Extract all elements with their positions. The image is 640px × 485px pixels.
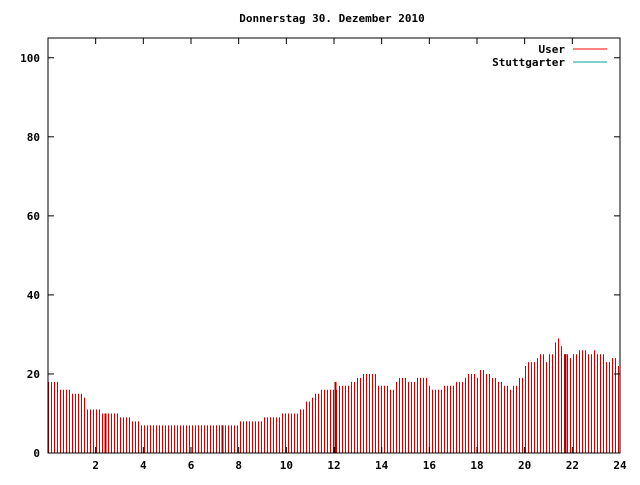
x-tick-label-1: 4 [140,459,147,472]
y-tick-label-1: 20 [27,368,40,381]
x-tick-label-8: 18 [470,459,483,472]
x-tick-label-10: 22 [566,459,579,472]
x-tick-label-5: 12 [327,459,340,472]
legend-label-1: Stuttgarter [492,56,565,69]
chart-title: Donnerstag 30. Dezember 2010 [239,12,424,25]
legend-label-0: User [539,43,566,56]
x-tick-label-2: 6 [188,459,195,472]
bars-layer [48,338,619,453]
y-tick-label-2: 40 [27,289,40,302]
x-tick-label-9: 20 [518,459,531,472]
x-tick-label-11: 24 [613,459,627,472]
y-tick-label-0: 0 [33,447,40,460]
y-tick-label-3: 60 [27,210,40,223]
x-tick-label-7: 16 [423,459,437,472]
x-tick-label-3: 8 [235,459,242,472]
x-tick-label-4: 10 [280,459,293,472]
highlight-layer [104,354,567,453]
x-tick-label-6: 14 [375,459,389,472]
y-tick-label-5: 100 [20,52,40,65]
y-tick-label-4: 80 [27,131,40,144]
x-tick-label-0: 2 [92,459,99,472]
